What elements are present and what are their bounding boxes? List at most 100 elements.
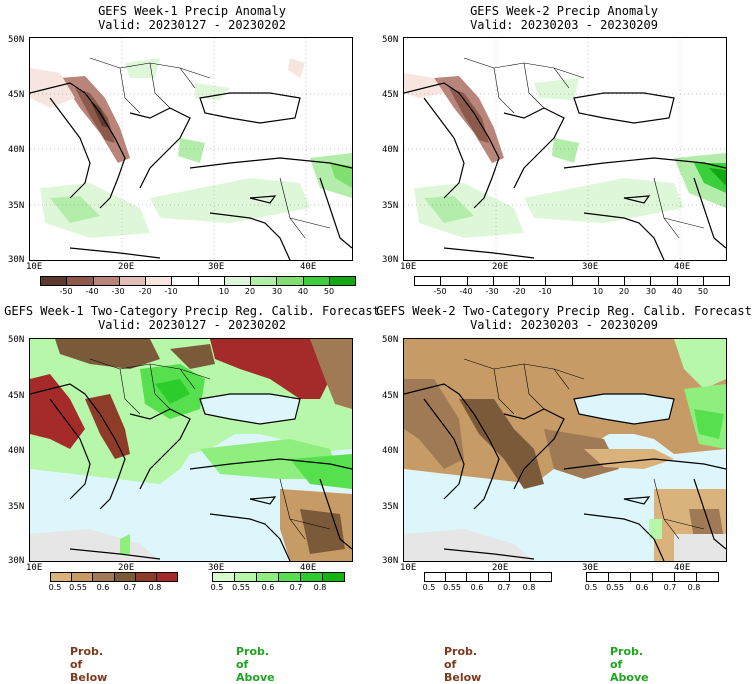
prob-below-label: Prob. of Below: [444, 645, 482, 684]
colorbar-swatch: [257, 573, 279, 581]
lat-label: 40N: [382, 145, 399, 155]
panel-subtitle: Valid: 20230127 - 20230202: [98, 18, 286, 32]
lat-label: 45N: [8, 90, 25, 100]
colorbar-tick: 0.8: [522, 583, 536, 592]
lon-label: 40E: [674, 563, 691, 573]
colorbar-swatch: [67, 277, 94, 285]
colorbar-swatch: [114, 573, 136, 581]
colorbar-tick: 0.8: [687, 583, 701, 592]
colorbar-swatch: [599, 277, 625, 285]
colorbar-tick: 0.8: [148, 583, 162, 592]
lat-label: 30N: [382, 556, 399, 566]
panel-subtitle: Valid: 20230203 - 20230209: [470, 318, 658, 332]
colorbar-swatch: [146, 277, 173, 285]
colorbar-swatch: [520, 277, 547, 285]
colorbar-swatch: [546, 277, 573, 285]
colorbar-tick: 0.55: [606, 583, 624, 592]
prob-above-label: Prob. of Above: [610, 645, 649, 684]
colorbar-swatch: [587, 573, 609, 581]
lat-label: 45N: [382, 391, 399, 401]
below-colorbar: [50, 572, 178, 582]
colorbar-swatch: [224, 277, 251, 285]
lat-label: 40N: [382, 446, 399, 456]
lat-label: 35N: [8, 502, 25, 512]
colorbar-tick: 50: [697, 287, 709, 296]
colorbar-tick: 0.7: [123, 583, 137, 592]
colorbar-tick: 0.5: [584, 583, 598, 592]
colorbar-tick: 0.6: [470, 583, 484, 592]
colorbar-swatch: [279, 573, 301, 581]
lon-label: 40E: [300, 262, 317, 272]
lon-label: 10E: [400, 563, 417, 573]
lat-label: 45N: [8, 391, 25, 401]
lat-label: 40N: [8, 446, 25, 456]
colorbar-swatch: [573, 277, 599, 285]
lat-label: 50N: [382, 35, 399, 45]
colorbar-swatch: [303, 277, 330, 285]
colorbar-tick: 0.5: [422, 583, 436, 592]
colorbar-swatch: [72, 573, 94, 581]
panel-title: GEFS Week-2 Precip Anomaly: [470, 4, 658, 18]
lat-label: 40N: [8, 145, 25, 155]
colorbar-swatch: [653, 573, 675, 581]
colorbar-swatch: [446, 573, 468, 581]
colorbar-swatch: [119, 277, 146, 285]
lon-label: 20E: [118, 262, 135, 272]
colorbar-swatch: [651, 277, 678, 285]
colorbar-swatch: [489, 573, 510, 581]
lon-label: 20E: [118, 563, 135, 573]
colorbar-tick: 0.55: [232, 583, 250, 592]
colorbar-swatch: [172, 277, 199, 285]
colorbar-swatch: [93, 573, 115, 581]
lon-label: 30E: [208, 563, 225, 573]
panel-title: GEFS Week-2 Two-Category Precip Reg. Cal…: [376, 304, 752, 318]
colorbar-swatch: [425, 573, 447, 581]
colorbar-tick: 0.7: [497, 583, 511, 592]
lat-label: 30N: [8, 556, 25, 566]
colorbar-swatch: [468, 277, 494, 285]
panel-title: GEFS Week-1 Precip Anomaly: [98, 4, 286, 18]
colorbar-swatch: [625, 277, 652, 285]
colorbar-tick: 30: [645, 287, 657, 296]
panel-subtitle: Valid: 20230127 - 20230202: [98, 318, 286, 332]
colorbar-tick: 0.5: [210, 583, 224, 592]
colorbar-swatch: [251, 277, 278, 285]
above-colorbar: [212, 572, 345, 582]
colorbar-swatch: [235, 573, 257, 581]
colorbar-tick: 0.6: [96, 583, 110, 592]
colorbar-swatch: [329, 277, 355, 285]
colorbar-tick: 20: [618, 287, 630, 296]
colorbar-tick: 0.7: [289, 583, 303, 592]
colorbar-swatch: [510, 573, 531, 581]
lat-label: 30N: [8, 255, 25, 265]
lon-label: 30E: [582, 262, 599, 272]
colorbar-tick: -10: [538, 287, 552, 296]
colorbar-swatch: [631, 573, 653, 581]
lat-label: 50N: [8, 35, 25, 45]
lon-label: 20E: [492, 262, 509, 272]
lon-label: 20E: [492, 563, 509, 573]
colorbar-swatch: [531, 573, 551, 581]
colorbar-swatch: [213, 573, 235, 581]
probability-map: [29, 338, 353, 562]
lon-label: 10E: [400, 262, 417, 272]
colorbar-swatch: [198, 277, 225, 285]
colorbar-swatch: [301, 573, 323, 581]
above-colorbar: [586, 572, 719, 582]
colorbar-tick: 0.55: [443, 583, 461, 592]
lon-label: 10E: [26, 563, 43, 573]
anomaly-colorbar: [414, 276, 730, 286]
colorbar-swatch: [323, 573, 344, 581]
colorbar-swatch: [41, 277, 68, 285]
colorbar-tick: -30: [111, 287, 125, 296]
colorbar-tick: -50: [59, 287, 73, 296]
colorbar-swatch: [156, 573, 178, 581]
anomaly-colorbar: [40, 276, 356, 286]
colorbar-tick: -40: [459, 287, 473, 296]
lat-label: 35N: [382, 201, 399, 211]
lat-label: 45N: [382, 90, 399, 100]
colorbar-swatch: [135, 573, 157, 581]
colorbar-swatch: [277, 277, 304, 285]
colorbar-tick: -40: [85, 287, 99, 296]
colorbar-tick: -20: [512, 287, 526, 296]
